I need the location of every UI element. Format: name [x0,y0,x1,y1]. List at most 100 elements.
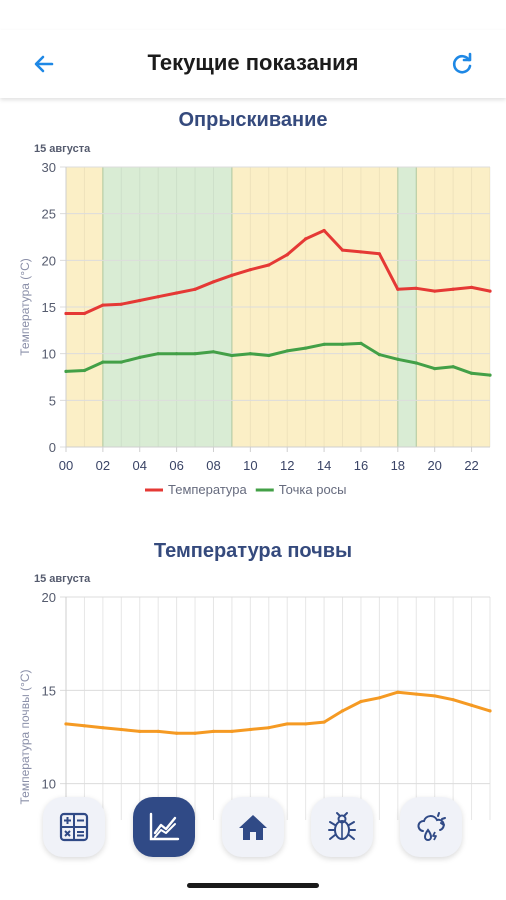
y-tick-label: 15 [42,683,56,698]
data-point [64,722,68,726]
legend-label: Точка росы [279,482,347,497]
data-point [175,731,179,735]
home-icon [239,815,267,840]
data-point [211,350,216,354]
data-point [396,357,400,361]
nav-home-button[interactable] [222,797,284,857]
y-axis-label: Температура (°C) [18,258,32,355]
data-point [433,289,437,293]
x-tick-label: 16 [354,458,368,473]
nav-weather-button[interactable] [400,797,462,857]
data-point [101,360,105,364]
data-point [304,346,308,350]
home-indicator [187,883,319,888]
data-point [248,727,252,732]
x-tick-label: 10 [243,458,257,473]
data-point [138,298,142,303]
y-tick-label: 0 [49,440,56,455]
data-point [359,250,363,254]
x-tick-label: 22 [464,458,478,473]
data-point [488,709,492,713]
back-button[interactable] [28,48,60,80]
data-point [211,729,216,733]
y-tick-label: 25 [42,207,56,222]
data-point [340,342,345,346]
data-point [138,355,142,359]
nav-charts-button[interactable] [133,797,195,857]
data-point [396,690,400,694]
x-tick-label: 12 [280,458,294,473]
data-point [304,237,308,241]
data-point [377,252,381,256]
x-tick-label: 00 [59,458,73,473]
nav-calculator-button[interactable] [43,797,105,857]
bug-icon [328,812,356,840]
data-point [414,286,418,290]
arrow-left-icon [34,55,54,73]
y-tick-label: 20 [42,253,56,268]
data-point [488,289,492,293]
x-tick-label: 04 [133,458,147,473]
calculator-icon [59,812,89,842]
data-point [433,694,437,698]
data-point [193,731,197,735]
data-point [211,280,216,284]
data-point [101,726,105,730]
data-point [304,722,308,726]
refresh-icon [452,52,472,74]
data-point [451,365,455,369]
data-point [230,353,234,358]
data-point [285,253,289,257]
y-axis-label: Температура почвы (°C) [18,670,32,805]
data-point [451,287,455,291]
data-point [175,291,179,295]
data-point [156,295,160,299]
data-point [359,699,363,704]
refresh-button[interactable] [446,48,478,80]
data-point [193,287,197,291]
data-point [230,729,234,733]
data-point [469,371,474,375]
data-point [64,311,68,316]
data-point [248,268,252,272]
soil-temperature-chart-title: Температура почвы [153,540,353,562]
data-point [340,248,345,252]
data-point [359,341,363,345]
nav-pests-button[interactable] [311,797,373,857]
data-point [285,722,289,726]
x-tick-label: 20 [427,458,441,473]
data-point [119,302,123,306]
y-tick-label: 10 [42,777,56,792]
data-point [138,729,142,733]
legend-label: Температура [168,482,248,497]
data-point [451,698,455,702]
data-point [488,373,492,377]
data-point [469,285,474,289]
chart-icon [149,812,180,841]
data-point [267,353,271,358]
data-point [82,311,87,316]
series-line-1 [64,341,492,377]
data-point [322,228,326,233]
data-point [267,263,271,267]
data-point [119,727,123,732]
data-point [414,692,418,696]
page-title: Текущие показания [147,50,359,75]
data-point [230,273,234,277]
data-point [322,720,326,724]
data-point [82,368,87,373]
y-tick-label: 20 [42,590,56,605]
x-tick-label: 06 [169,458,183,473]
y-tick-label: 30 [42,160,56,175]
soil-temperature-chart: 10 15 20 Температура почвы (°C) [18,590,492,820]
spraying-chart-date: 15 августа [34,143,91,155]
data-point [119,360,123,364]
data-point [175,352,179,356]
data-point [322,342,326,346]
spraying-chart: 0 5 10 15 20 25 30 00 02 04 06 08 10 12 14 16 18 20 22 Темп… [18,160,492,497]
data-point [64,369,68,373]
data-point [414,361,418,365]
data-point [285,349,289,353]
data-point [267,726,271,730]
data-point [101,303,105,307]
